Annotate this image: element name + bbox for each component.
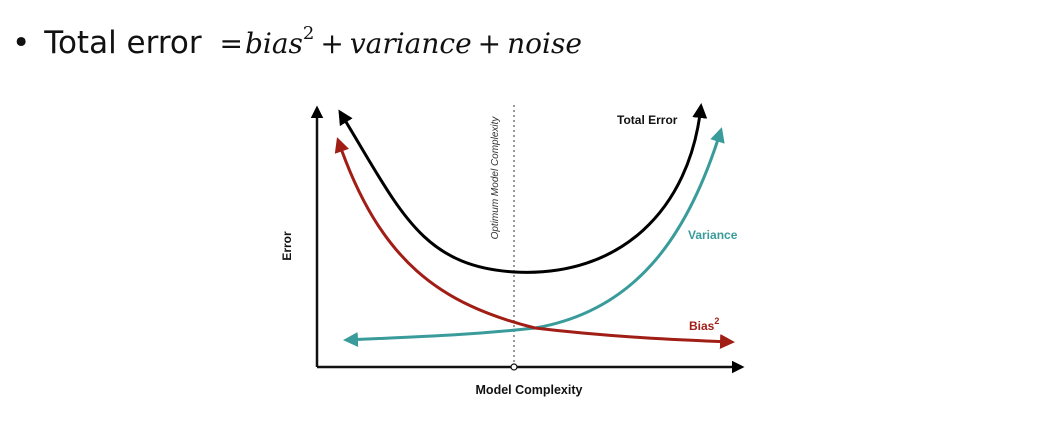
bias-label: Bias2 <box>689 316 719 333</box>
plus-sign-1: + <box>320 27 344 60</box>
variance-label: Variance <box>688 228 738 242</box>
bias-label-exponent: 2 <box>714 316 719 326</box>
bullet-equation: • Total error =bias2 + variance + noise <box>12 10 582 68</box>
plus-sign-2: + <box>477 27 502 60</box>
y-axis-label: Error <box>280 231 294 261</box>
term-bias-exponent: 2 <box>302 23 315 44</box>
variance-curve <box>343 127 725 347</box>
bullet-prefix: Total error <box>44 25 202 61</box>
x-axis-label: Model Complexity <box>476 383 583 397</box>
optimum-label: Optimum Model Complexity <box>490 116 501 240</box>
term-bias: bias <box>244 27 303 60</box>
bias-curve <box>334 137 735 350</box>
equation: =bias2 + variance + noise <box>211 23 582 60</box>
bias-label-text: Bias <box>689 319 715 333</box>
equals-sign: = <box>219 27 243 60</box>
optimum-marker <box>510 363 518 371</box>
bullet-marker: • <box>12 25 31 61</box>
total-error-label: Total Error <box>617 113 678 127</box>
term-noise: noise <box>507 27 582 60</box>
term-variance: variance <box>349 27 472 60</box>
